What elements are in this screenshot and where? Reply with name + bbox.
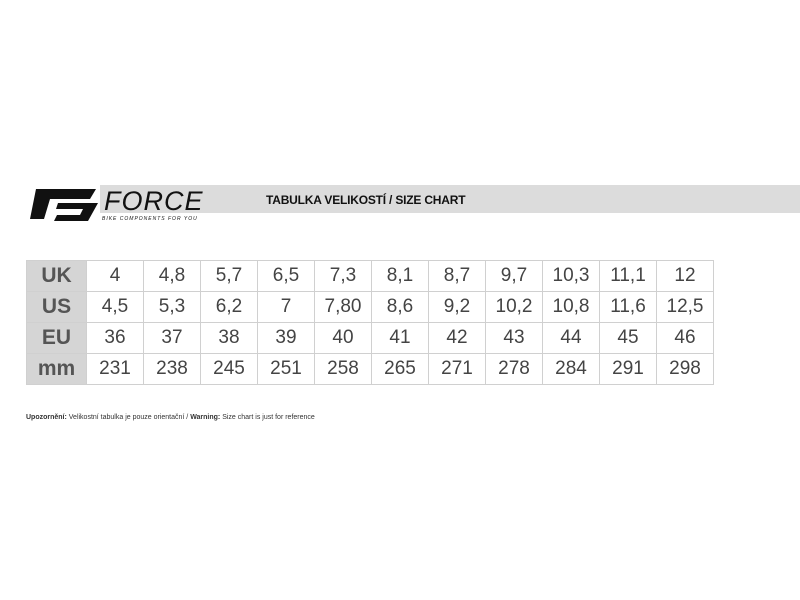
table-cell: 6,5 — [257, 260, 315, 292]
table-cell: 7,3 — [314, 260, 372, 292]
table-cell: 5,7 — [200, 260, 258, 292]
table-cell: 46 — [656, 322, 714, 354]
table-cell: 12,5 — [656, 291, 714, 323]
table-row: mm 231 238 245 251 258 265 271 278 284 291 298 — [26, 353, 714, 385]
table-cell: 6,2 — [200, 291, 258, 323]
table-cell: 251 — [257, 353, 315, 385]
table-cell: 231 — [86, 353, 144, 385]
note-en-label: Warning: — [190, 414, 221, 421]
table-cell: 4,5 — [86, 291, 144, 323]
table-cell: 245 — [200, 353, 258, 385]
table-cell: 36 — [86, 322, 144, 354]
table-cell: 7,80 — [314, 291, 372, 323]
table-cell: 4 — [86, 260, 144, 292]
table-cell: 4,8 — [143, 260, 201, 292]
force-logo-icon — [30, 189, 98, 221]
table-cell: 8,1 — [371, 260, 429, 292]
note-cz-text: Velikostní tabulka je pouze orientační / — [66, 414, 191, 421]
table-cell: 291 — [599, 353, 657, 385]
brand-name: FORCE — [104, 186, 204, 216]
size-chart-table: UK 4 4,8 5,7 6,5 7,3 8,1 8,7 9,7 10,3 11,1 12 US 4,5 5… — [26, 260, 714, 385]
table-cell: 43 — [485, 322, 543, 354]
row-header: UK — [26, 260, 87, 292]
table-cell: 40 — [314, 322, 372, 354]
table-cell: 284 — [542, 353, 600, 385]
table-cell: 9,2 — [428, 291, 486, 323]
table-cell: 265 — [371, 353, 429, 385]
table-cell: 10,8 — [542, 291, 600, 323]
table-cell: 37 — [143, 322, 201, 354]
table-cell: 271 — [428, 353, 486, 385]
table-cell: 238 — [143, 353, 201, 385]
disclaimer: Upozornění: Velikostní tabulka je pouze … — [26, 414, 315, 421]
table-cell: 45 — [599, 322, 657, 354]
table-cell: 44 — [542, 322, 600, 354]
table-cell: 278 — [485, 353, 543, 385]
table-cell: 11,1 — [599, 260, 657, 292]
table-cell: 12 — [656, 260, 714, 292]
page-title: TABULKA VELIKOSTÍ / SIZE CHART — [266, 193, 466, 207]
title-band — [100, 185, 800, 213]
table-cell: 8,7 — [428, 260, 486, 292]
table-cell: 41 — [371, 322, 429, 354]
table-row: UK 4 4,8 5,7 6,5 7,3 8,1 8,7 9,7 10,3 11,1 12 — [26, 260, 714, 292]
table-cell: 10,2 — [485, 291, 543, 323]
table-cell: 5,3 — [143, 291, 201, 323]
table-cell: 39 — [257, 322, 315, 354]
table-cell: 298 — [656, 353, 714, 385]
table-row: US 4,5 5,3 6,2 7 7,80 8,6 9,2 10,2 10,8 11,6 12,5 — [26, 291, 714, 323]
note-cz-label: Upozornění: — [26, 414, 67, 421]
table-cell: 8,6 — [371, 291, 429, 323]
row-header: US — [26, 291, 87, 323]
table-row: EU 36 37 38 39 40 41 42 43 44 45 46 — [26, 322, 714, 354]
table-cell: 10,3 — [542, 260, 600, 292]
row-header: mm — [26, 353, 87, 385]
table-cell: 38 — [200, 322, 258, 354]
row-header: EU — [26, 322, 87, 354]
note-en-text: Size chart is just for reference — [220, 414, 315, 421]
table-cell: 42 — [428, 322, 486, 354]
table-cell: 11,6 — [599, 291, 657, 323]
table-cell: 258 — [314, 353, 372, 385]
table-cell: 7 — [257, 291, 315, 323]
brand-tagline: BIKE COMPONENTS FOR YOU — [102, 216, 198, 222]
table-cell: 9,7 — [485, 260, 543, 292]
